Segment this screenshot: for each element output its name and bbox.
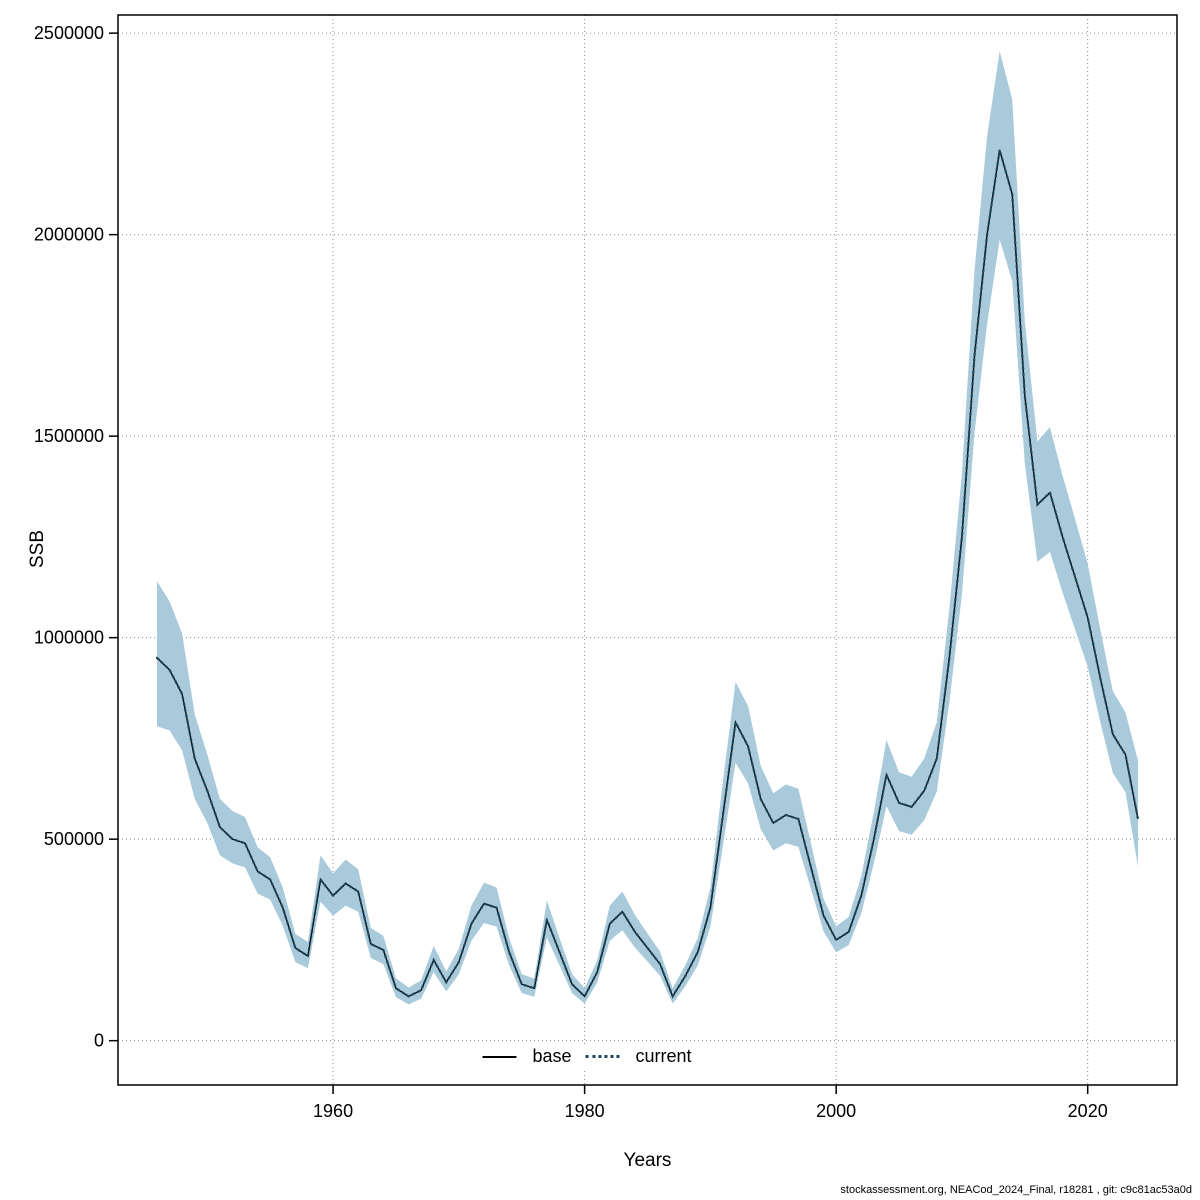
svg-text:2020: 2020 xyxy=(1068,1101,1108,1121)
legend-base-line-sample xyxy=(482,1055,517,1058)
svg-text:1960: 1960 xyxy=(313,1101,353,1121)
svg-text:2500000: 2500000 xyxy=(34,23,104,43)
legend: base current xyxy=(476,1044,698,1069)
y-axis-label: SSB xyxy=(27,529,48,569)
legend-current-label: current xyxy=(635,1046,692,1066)
svg-text:2000: 2000 xyxy=(816,1101,856,1121)
footer-credit: stockassessment.org, NEACod_2024_Final, … xyxy=(840,1184,1192,1196)
svg-text:1980: 1980 xyxy=(565,1101,605,1121)
svg-text:2000000: 2000000 xyxy=(34,225,104,245)
svg-text:1500000: 1500000 xyxy=(34,426,104,446)
legend-current-line-sample xyxy=(585,1055,620,1058)
legend-base-label: base xyxy=(532,1046,572,1066)
svg-text:500000: 500000 xyxy=(44,829,104,849)
svg-text:1000000: 1000000 xyxy=(34,628,104,648)
svg-text:0: 0 xyxy=(94,1031,104,1051)
x-axis-label: Years xyxy=(623,1150,672,1171)
